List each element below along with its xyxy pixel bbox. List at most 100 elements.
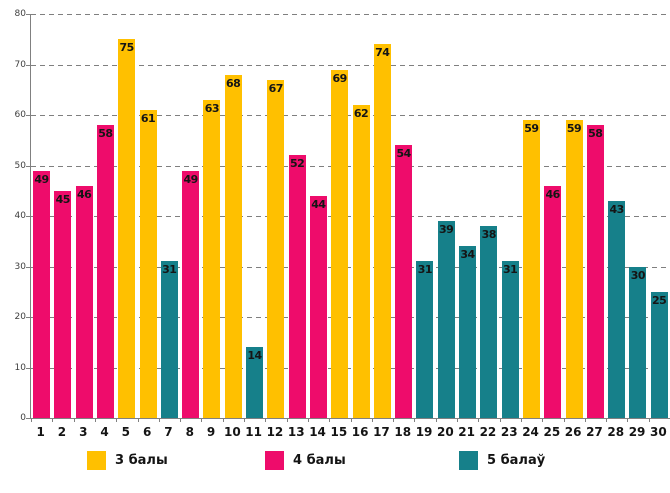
bar-22: 38 xyxy=(480,226,498,418)
bar-value-label: 14 xyxy=(247,349,262,363)
legend-swatch-4-baly xyxy=(265,450,284,470)
x-axis-label: 1 xyxy=(36,425,45,439)
bar-value-label: 46 xyxy=(76,187,92,201)
x-axis-tick xyxy=(201,418,203,422)
bar-13: 52 xyxy=(288,155,306,418)
x-axis-tick xyxy=(414,418,416,422)
x-axis-label: 27 xyxy=(586,425,603,439)
y-axis-tick-label: 50 xyxy=(14,160,26,171)
bar-3: 46 xyxy=(75,185,93,418)
x-axis-label: 9 xyxy=(206,425,216,439)
bar-value-label: 31 xyxy=(162,263,177,277)
bar-19: 31 xyxy=(416,261,434,418)
bar-value-label: 68 xyxy=(226,76,241,90)
bar-value-label: 49 xyxy=(183,172,198,186)
x-axis-tick xyxy=(158,418,160,422)
x-axis-label: 26 xyxy=(564,425,582,439)
y-axis-tick-label: 40 xyxy=(14,211,26,221)
bar-18: 54 xyxy=(395,145,413,418)
x-axis-label: 10 xyxy=(223,425,241,439)
gridline-70 xyxy=(31,64,670,66)
bar-value-label: 34 xyxy=(460,248,475,262)
x-axis-label: 8 xyxy=(185,425,194,439)
x-axis-tick xyxy=(329,418,331,422)
gridline-50 xyxy=(31,165,670,167)
bar-value-label: 63 xyxy=(204,101,220,115)
x-axis-label: 16 xyxy=(351,425,369,439)
bar-7: 31 xyxy=(160,261,178,418)
bar-value-label: 25 xyxy=(652,293,667,307)
x-axis-tick xyxy=(371,418,373,422)
x-axis-tick xyxy=(116,418,118,422)
bar-value-label: 67 xyxy=(268,81,284,95)
x-axis-label: 15 xyxy=(330,425,348,439)
x-axis-label: 17 xyxy=(373,425,390,439)
bar-30: 25 xyxy=(650,291,668,418)
bar-value-label: 74 xyxy=(375,46,390,60)
y-axis-tick xyxy=(26,64,30,66)
bar-16: 62 xyxy=(352,104,370,418)
x-axis-label: 19 xyxy=(415,425,433,439)
x-axis-tick xyxy=(563,418,565,422)
y-axis-tick-label: 70 xyxy=(14,59,26,70)
bar-value-label: 39 xyxy=(439,223,454,237)
x-axis-label: 2 xyxy=(57,425,67,439)
bar-5: 75 xyxy=(118,39,136,418)
bar-value-label: 31 xyxy=(417,263,433,277)
gridline-40 xyxy=(31,216,670,217)
bar-26: 59 xyxy=(565,120,583,418)
x-axis-tick xyxy=(244,418,245,422)
legend-item-3-baly: 3 балы xyxy=(87,450,168,470)
gridline-20 xyxy=(31,317,670,318)
x-axis-tick xyxy=(222,418,224,422)
x-axis-tick xyxy=(94,418,96,422)
y-axis-tick xyxy=(26,317,30,318)
x-axis-label: 13 xyxy=(287,425,305,439)
bar-4: 58 xyxy=(96,125,114,418)
bar-value-label: 46 xyxy=(545,187,561,201)
bar-value-label: 44 xyxy=(311,197,326,211)
bar-20: 39 xyxy=(437,221,455,418)
x-axis-label: 29 xyxy=(628,425,646,439)
bar-value-label: 43 xyxy=(609,202,624,216)
y-axis-tick xyxy=(26,216,30,217)
plot-area: 49 45 46 58 75 61 31 49 63 68 14 67 52 44 69 62 74 54 31 39… xyxy=(26,14,670,422)
y-axis-tick xyxy=(26,266,30,268)
gridline-10 xyxy=(31,367,670,369)
bar-17: 74 xyxy=(373,44,391,418)
x-axis-tick xyxy=(31,418,32,422)
y-axis-tick xyxy=(26,418,30,419)
x-axis-label: 14 xyxy=(309,425,326,439)
legend-label-4-baly: 4 балы xyxy=(293,452,346,468)
y-axis-tick-label: 20 xyxy=(14,312,26,322)
x-axis-tick xyxy=(393,418,395,422)
x-axis-label: 22 xyxy=(479,425,497,439)
y-axis-tick xyxy=(26,165,30,167)
gridline-60 xyxy=(31,115,670,116)
x-axis-tick xyxy=(180,418,182,422)
x-axis-label: 11 xyxy=(245,425,262,439)
bar-value-label: 61 xyxy=(140,111,156,125)
legend-swatch-5-balau xyxy=(459,450,478,470)
x-axis-label: 7 xyxy=(164,425,173,439)
bar-value-label: 52 xyxy=(289,157,305,171)
x-axis-label: 4 xyxy=(100,425,109,439)
y-axis-tick-label: 80 xyxy=(14,9,26,19)
x-axis-tick xyxy=(542,418,544,422)
bar-value-label: 45 xyxy=(55,192,71,206)
y-axis-tick xyxy=(26,14,30,15)
x-axis-label: 24 xyxy=(522,425,539,439)
y-axis-tick xyxy=(26,367,30,369)
bar-21: 34 xyxy=(459,246,476,418)
x-axis-tick xyxy=(648,418,650,422)
bar-6: 61 xyxy=(139,109,157,418)
gridline-80 xyxy=(31,14,670,15)
bar-value-label: 38 xyxy=(481,228,497,242)
x-axis-label: 6 xyxy=(142,425,152,439)
legend-swatch-3-baly xyxy=(87,450,106,470)
x-axis-label: 30 xyxy=(649,425,667,439)
x-axis-label: 25 xyxy=(543,425,561,439)
x-axis-tick xyxy=(478,418,480,422)
bar-value-label: 54 xyxy=(396,147,411,161)
